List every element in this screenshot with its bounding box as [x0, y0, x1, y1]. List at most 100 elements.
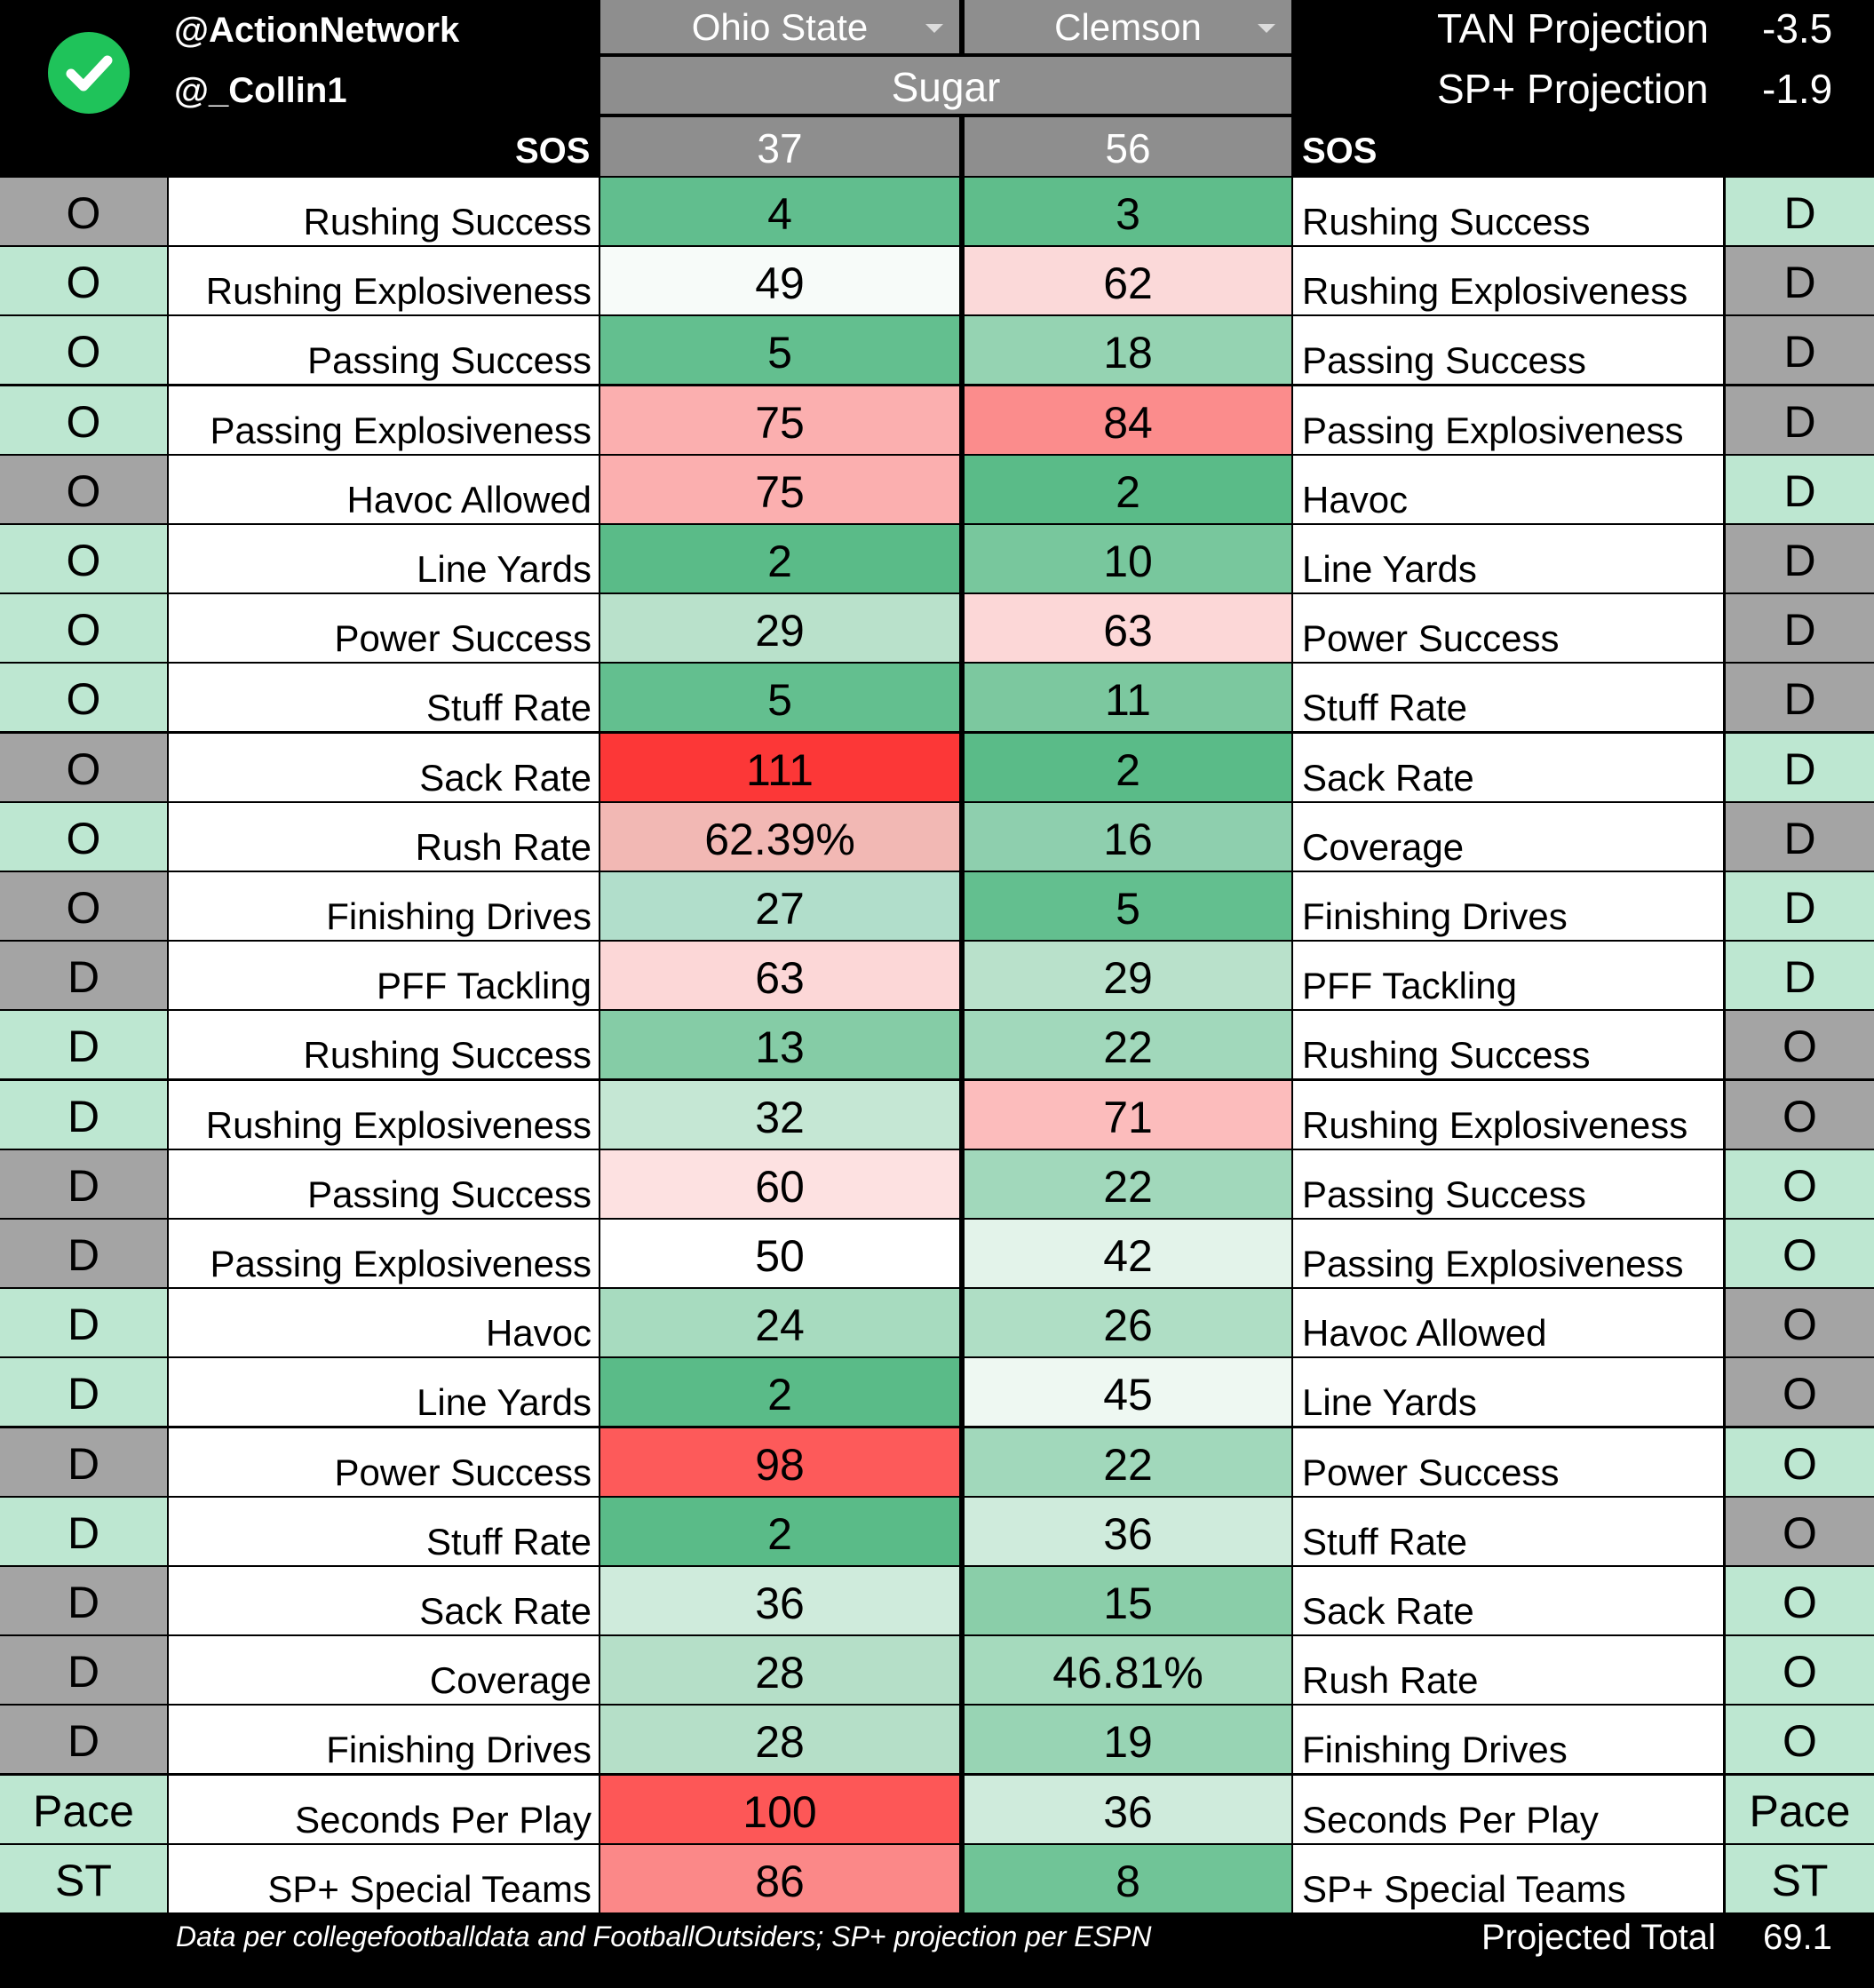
chevron-down-icon [1258, 24, 1275, 33]
unit-left-cell: D [0, 1497, 167, 1565]
table-row: O Sack Rate 111 2 Sack Rate D [0, 733, 1874, 803]
table-row: O Havoc Allowed 75 2 Havoc D [0, 455, 1874, 525]
team-right-rank: 16 [965, 802, 1291, 871]
unit-right-cell: D [1726, 664, 1874, 732]
metric-right-label: Power Success [1293, 594, 1723, 663]
unit-right-cell: D [1726, 872, 1874, 940]
unit-right-cell: O [1726, 1427, 1874, 1496]
metric-left-label: Rushing Explosiveness [169, 1080, 599, 1149]
unit-left-cell: O [0, 664, 167, 732]
metric-right-label: PFF Tackling [1293, 942, 1723, 1010]
metric-right-label: Seconds Per Play [1293, 1775, 1723, 1843]
tan-projection-label: TAN Projection [1437, 5, 1709, 52]
metric-right-label: Havoc [1293, 455, 1723, 523]
team-right-rank: 11 [965, 664, 1291, 732]
handle-author: @_Collin1 [174, 71, 347, 110]
unit-left-cell: D [0, 1636, 167, 1705]
unit-left-cell: D [0, 1706, 167, 1774]
team-right-rank: 36 [965, 1775, 1291, 1843]
unit-right-cell: O [1726, 1149, 1874, 1218]
team-left-dropdown[interactable]: Ohio State [600, 0, 959, 53]
team-right-rank: 5 [965, 872, 1291, 940]
metric-left-label: Rush Rate [169, 802, 599, 871]
metric-left-label: Sack Rate [169, 733, 599, 801]
metric-right-label: Power Success [1293, 1427, 1723, 1496]
metric-left-label: PFF Tackling [169, 942, 599, 1010]
team-right-dropdown[interactable]: Clemson [965, 0, 1291, 53]
bowl-name: Sugar [600, 57, 1291, 114]
team-right-rank: 62 [965, 247, 1291, 315]
team-right-rank: 22 [965, 1011, 1291, 1079]
unit-left-cell: O [0, 525, 167, 592]
team-left-rank: 63 [600, 942, 959, 1010]
metric-left-label: Havoc Allowed [169, 455, 599, 523]
metric-right-label: Stuff Rate [1293, 1497, 1723, 1565]
metric-right-label: Havoc Allowed [1293, 1289, 1723, 1357]
metric-right-label: Rushing Explosiveness [1293, 247, 1723, 315]
unit-right-cell: D [1726, 178, 1874, 245]
projected-total-value: 69.1 [1763, 1918, 1832, 1957]
team-right-rank: 22 [965, 1149, 1291, 1218]
metric-right-label: Finishing Drives [1293, 872, 1723, 940]
metric-right-label: Sack Rate [1293, 733, 1723, 801]
table-row: D PFF Tackling 63 29 PFF Tackling D [0, 942, 1874, 1011]
source-note: Data per collegefootballdata and Footbal… [176, 1920, 1152, 1952]
team-right-rank: 36 [965, 1497, 1291, 1565]
metric-left-label: Rushing Success [169, 178, 599, 245]
table-row: O Finishing Drives 27 5 Finishing Drives D [0, 872, 1874, 942]
team-left-rank: 29 [600, 594, 959, 663]
team-right-rank: 8 [965, 1844, 1291, 1912]
table-row: ST SP+ Special Teams 86 8 SP+ Special Teams S… [0, 1844, 1874, 1914]
tan-projection-value: -3.5 [1762, 5, 1833, 52]
table-row: O Rush Rate 62.39% 16 Coverage D [0, 802, 1874, 872]
team-left-rank: 13 [600, 1011, 959, 1079]
unit-left-cell: ST [0, 1844, 167, 1912]
unit-right-cell: O [1726, 1497, 1874, 1565]
metric-left-label: Passing Explosiveness [169, 386, 599, 454]
table-row: Pace Seconds Per Play 100 36 Seconds Per Pla… [0, 1775, 1874, 1845]
table-row: D Stuff Rate 2 36 Stuff Rate O [0, 1497, 1874, 1567]
team-right-rank: 71 [965, 1080, 1291, 1149]
unit-left-cell: O [0, 594, 167, 663]
metric-right-label: SP+ Special Teams [1293, 1844, 1723, 1912]
metric-left-label: Finishing Drives [169, 1706, 599, 1774]
unit-left-cell: D [0, 1011, 167, 1079]
table-row: D Rushing Success 13 22 Rushing Success O [0, 1011, 1874, 1080]
team-right-rank: 18 [965, 316, 1291, 385]
metric-left-label: Coverage [169, 1636, 599, 1705]
unit-right-cell: D [1726, 386, 1874, 454]
unit-right-cell: O [1726, 1080, 1874, 1149]
team-left-rank: 36 [600, 1567, 959, 1634]
team-right-label: Clemson [1054, 6, 1202, 48]
table-row: D Havoc 24 26 Havoc Allowed O [0, 1289, 1874, 1358]
metric-right-label: Sack Rate [1293, 1567, 1723, 1634]
team-left-rank: 5 [600, 316, 959, 385]
unit-left-cell: Pace [0, 1775, 167, 1843]
metric-left-label: Power Success [169, 594, 599, 663]
team-right-rank: 42 [965, 1220, 1291, 1287]
sos-left-value: 37 [600, 117, 959, 176]
checkmark-logo-icon [48, 32, 130, 114]
metric-left-label: Passing Success [169, 1149, 599, 1218]
unit-right-cell: ST [1726, 1844, 1874, 1912]
team-left-rank: 50 [600, 1220, 959, 1287]
team-right-rank: 29 [965, 942, 1291, 1010]
team-left-rank: 28 [600, 1706, 959, 1774]
unit-right-cell: O [1726, 1220, 1874, 1287]
unit-left-cell: D [0, 1427, 167, 1496]
handle-action-network: @ActionNetwork [174, 11, 460, 50]
projected-total-label: Projected Total [1481, 1918, 1716, 1957]
team-left-rank: 98 [600, 1427, 959, 1496]
team-left-rank: 60 [600, 1149, 959, 1218]
unit-right-cell: O [1726, 1636, 1874, 1705]
unit-right-cell: O [1726, 1358, 1874, 1427]
unit-left-cell: D [0, 1220, 167, 1287]
metric-left-label: Rushing Success [169, 1011, 599, 1079]
team-left-rank: 5 [600, 664, 959, 732]
team-left-rank: 111 [600, 733, 959, 801]
team-right-rank: 15 [965, 1567, 1291, 1634]
team-left-rank: 75 [600, 386, 959, 454]
metric-right-label: Passing Explosiveness [1293, 386, 1723, 454]
team-right-rank: 84 [965, 386, 1291, 454]
sp-projection-label: SP+ Projection [1437, 66, 1709, 112]
